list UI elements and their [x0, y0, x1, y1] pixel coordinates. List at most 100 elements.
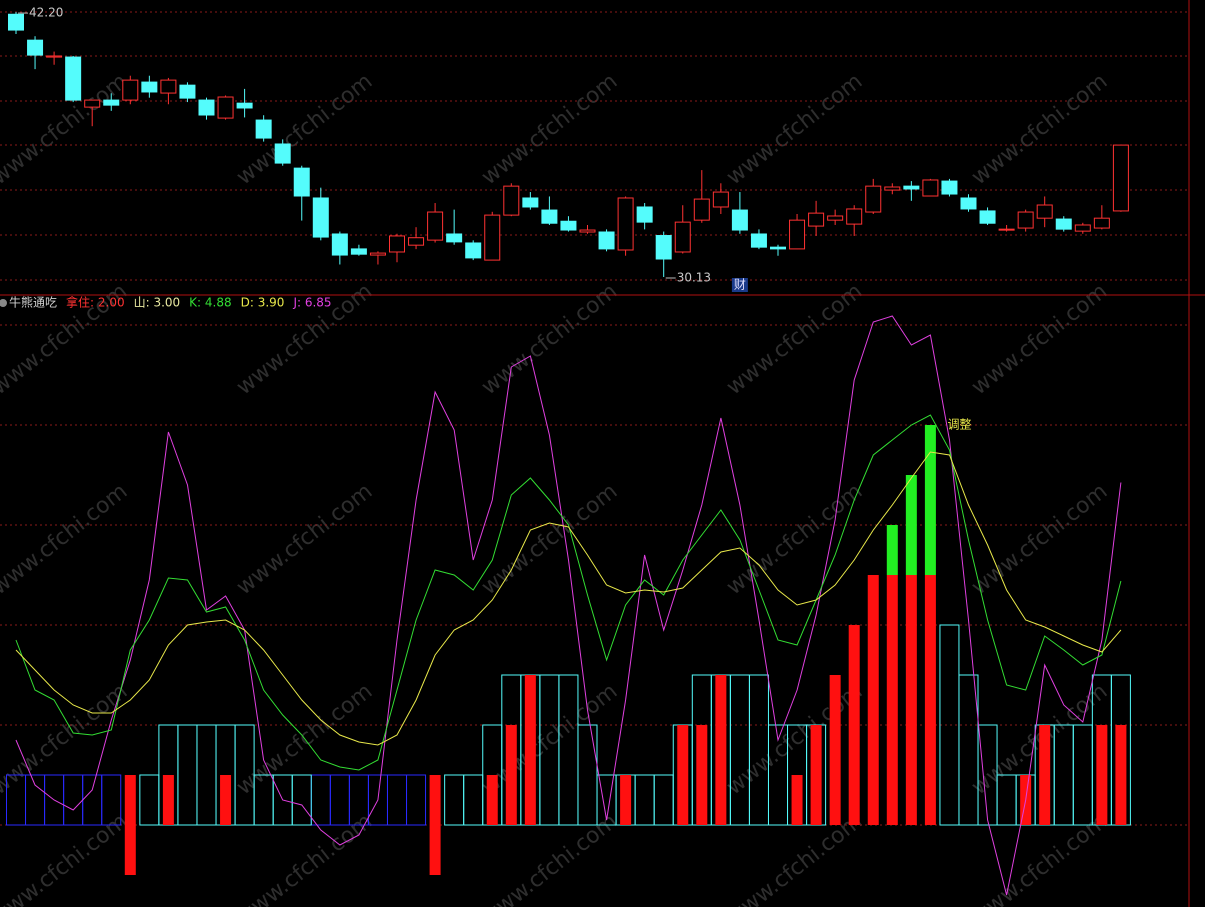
marker-box — [731, 278, 748, 292]
candle-body — [122, 79, 139, 101]
bar — [905, 575, 917, 825]
candle-body — [960, 197, 977, 210]
bar — [848, 625, 860, 825]
candle-body — [636, 206, 653, 223]
bar — [715, 675, 727, 825]
bar — [677, 725, 689, 825]
candle-body — [1017, 211, 1034, 229]
candle-body — [1093, 217, 1110, 229]
candle-body — [389, 235, 405, 253]
candle-body — [541, 209, 558, 224]
candle-body — [293, 167, 310, 197]
candle-body — [408, 237, 425, 246]
panel-icon — [0, 299, 7, 307]
candle-body — [217, 96, 234, 119]
candle-body — [446, 233, 463, 243]
candle-body — [884, 186, 901, 191]
candle-body — [655, 235, 672, 260]
bar — [124, 825, 136, 875]
candle-body — [503, 185, 520, 216]
bar — [124, 775, 136, 825]
bar — [429, 825, 441, 875]
bar — [220, 775, 232, 825]
bar — [924, 425, 936, 575]
candle-body — [236, 102, 253, 109]
bar — [867, 575, 879, 825]
candle-body — [560, 220, 577, 231]
bar — [905, 475, 917, 575]
indicator-line — [15, 451, 1122, 746]
candle-body — [1055, 218, 1072, 230]
bar — [791, 775, 803, 825]
candle-body — [1074, 224, 1091, 232]
candle-body — [903, 185, 920, 190]
bar — [886, 525, 898, 575]
candle-body — [979, 210, 996, 224]
bar — [1115, 725, 1127, 825]
bar — [162, 775, 174, 825]
bar — [505, 725, 517, 825]
candle-body — [598, 231, 615, 250]
candle-body — [579, 229, 596, 233]
candle-body — [179, 84, 196, 99]
bar — [620, 775, 632, 825]
candle-body — [369, 252, 386, 256]
candle-body — [46, 55, 63, 58]
candle-body — [522, 197, 539, 208]
candle-body — [712, 191, 729, 208]
candle-body — [103, 99, 120, 106]
candle-body — [922, 179, 939, 197]
bar-outline — [291, 774, 312, 826]
candle-body — [198, 99, 215, 116]
candle-body — [255, 119, 272, 139]
candle-body — [693, 198, 710, 221]
candle-body — [941, 180, 958, 195]
candle-body — [484, 214, 501, 261]
candle-body — [274, 143, 291, 164]
candle-body — [617, 197, 634, 251]
annotation-label: 30.13 — [677, 271, 711, 285]
candle-body — [27, 39, 44, 56]
candle-body — [8, 13, 24, 31]
marker-label: 财 — [734, 278, 746, 292]
candle-body — [770, 246, 786, 250]
candle-body — [1036, 204, 1053, 219]
bar — [486, 775, 498, 825]
candle-body — [141, 81, 158, 93]
annotation-label: 调整 — [947, 417, 971, 432]
bar-outline — [101, 774, 122, 826]
bar — [886, 575, 898, 825]
upper-grid — [0, 11, 1189, 281]
bar — [524, 675, 536, 825]
header-label: K: 4.88 — [189, 296, 231, 310]
header-label: 拿住: 2.00 — [66, 295, 125, 310]
candle-body — [84, 99, 101, 108]
candle-body — [674, 221, 691, 253]
candle-body — [998, 228, 1015, 231]
bar — [1039, 725, 1051, 825]
candle-body — [331, 233, 348, 256]
bar — [1096, 725, 1108, 825]
bar — [810, 725, 822, 825]
indicator-line — [15, 315, 1122, 896]
candle-body — [312, 197, 329, 238]
bar — [924, 575, 936, 825]
header-label: 山: 3.00 — [134, 296, 181, 310]
bar — [696, 725, 708, 825]
candle-body — [465, 242, 482, 259]
bar — [829, 675, 841, 825]
header-label: J: 6.85 — [292, 296, 331, 310]
candle-body — [865, 185, 882, 213]
candle-body — [65, 56, 82, 101]
candle-body — [1112, 144, 1129, 212]
candle-body — [750, 233, 767, 248]
indicator-line — [15, 414, 1122, 771]
candle-body — [846, 208, 863, 225]
annotation-label: 42.20 — [29, 6, 63, 20]
candle-body — [827, 215, 844, 221]
bar — [429, 775, 441, 825]
header-label: 牛熊通吃 — [9, 295, 57, 310]
bar-outline — [406, 774, 427, 826]
candle-body — [808, 212, 825, 227]
